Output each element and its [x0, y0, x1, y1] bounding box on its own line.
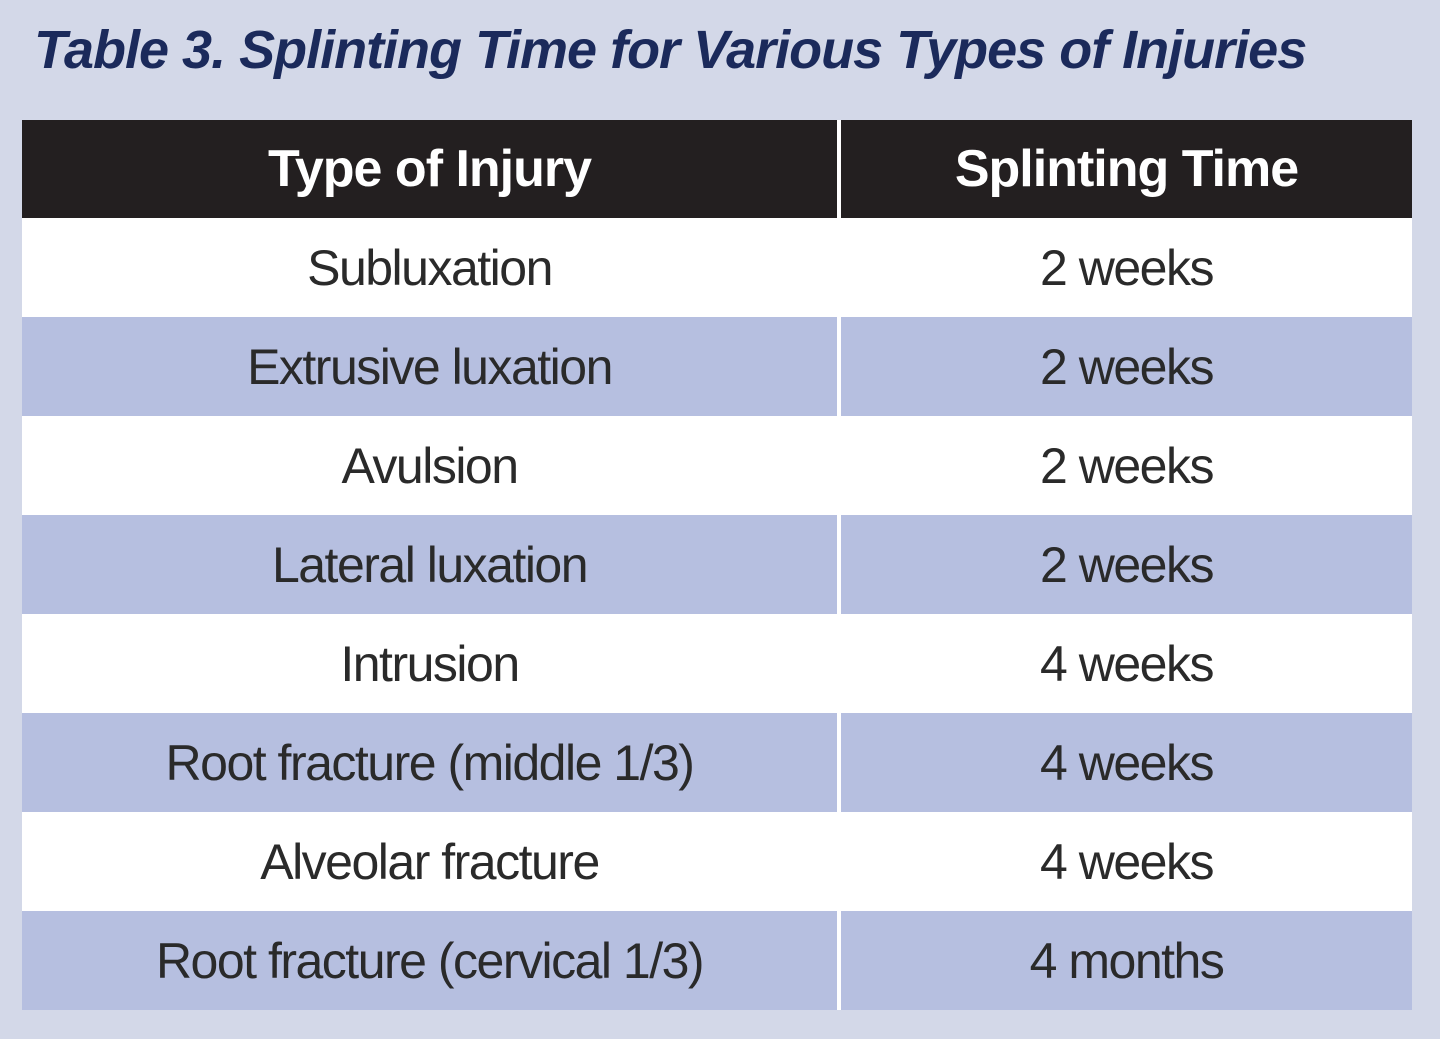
table-title: Table 3. Splinting Time for Various Type…	[34, 20, 1307, 80]
table-cell-injury: Root fracture (cervical 1/3)	[22, 911, 837, 1010]
column-divider	[837, 911, 841, 1010]
table-cell-time: 4 months	[841, 911, 1412, 1010]
column-divider	[837, 416, 841, 515]
column-header-type-of-injury: Type of Injury	[22, 120, 837, 218]
table-cell-time: 2 weeks	[841, 416, 1412, 515]
column-header-splinting-time: Splinting Time	[841, 120, 1412, 218]
column-divider	[837, 614, 841, 713]
table-cell-injury: Extrusive luxation	[22, 317, 837, 416]
table-cell-time: 4 weeks	[841, 713, 1412, 812]
table-cell-time: 4 weeks	[841, 812, 1412, 911]
column-divider	[837, 515, 841, 614]
column-divider	[837, 218, 841, 317]
table-cell-time: 2 weeks	[841, 317, 1412, 416]
column-divider	[837, 317, 841, 416]
table-cell-time: 2 weeks	[841, 218, 1412, 317]
table-cell-injury: Alveolar fracture	[22, 812, 837, 911]
table-cell-time: 4 weeks	[841, 614, 1412, 713]
splinting-time-table: Type of Injury Splinting Time Subluxatio…	[22, 120, 1412, 1010]
table-cell-injury: Lateral luxation	[22, 515, 837, 614]
table-cell-injury: Root fracture (middle 1/3)	[22, 713, 837, 812]
column-divider	[837, 120, 841, 218]
table-cell-injury: Subluxation	[22, 218, 837, 317]
table-cell-injury: Avulsion	[22, 416, 837, 515]
table-cell-injury: Intrusion	[22, 614, 837, 713]
table-cell-time: 2 weeks	[841, 515, 1412, 614]
column-divider	[837, 812, 841, 911]
column-divider	[837, 713, 841, 812]
